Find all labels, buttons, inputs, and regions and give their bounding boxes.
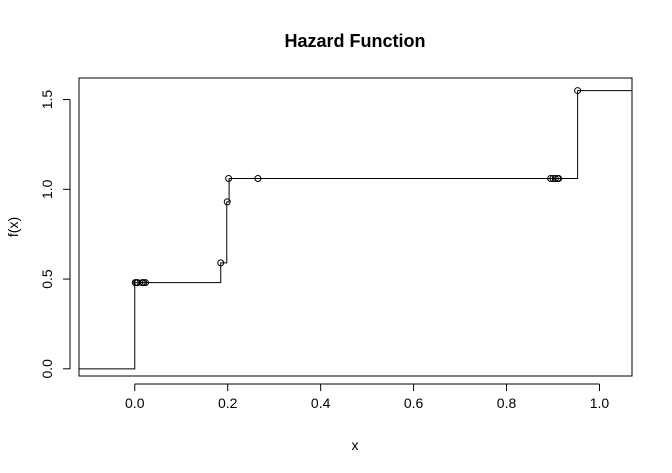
- hazard-step-line: [79, 90, 632, 370]
- x-tick-label: 0.6: [404, 395, 424, 411]
- data-point: [223, 198, 231, 206]
- plot-frame: [78, 77, 633, 377]
- y-tick-label: 1.0: [39, 179, 55, 199]
- x-tick-label: 0.4: [311, 395, 331, 411]
- chart-title: Hazard Function: [284, 31, 425, 51]
- data-point: [217, 259, 225, 267]
- data-point: [254, 175, 262, 183]
- plot-area: 0.0 0.2 0.4 0.6 0.8 1.0 0.0 0.5 1.0 1.5: [39, 77, 633, 411]
- y-tick-label: 0.0: [39, 359, 55, 379]
- data-point: [141, 279, 149, 287]
- x-axis-label: x: [352, 437, 359, 453]
- data-point: [555, 175, 563, 183]
- data-point: [225, 175, 233, 183]
- x-tick-label: 1.0: [590, 395, 610, 411]
- data-point: [547, 175, 555, 183]
- data-point: [551, 175, 559, 183]
- x-tick-label: 0.0: [125, 395, 145, 411]
- y-tick-label: 1.5: [39, 90, 55, 110]
- y-axis-label: f(x): [5, 217, 21, 237]
- data-point: [140, 279, 148, 287]
- x-tick-label: 0.2: [218, 395, 238, 411]
- y-tick-label: 0.5: [39, 269, 55, 289]
- data-point: [574, 87, 582, 95]
- x-tick-label: 0.8: [497, 395, 517, 411]
